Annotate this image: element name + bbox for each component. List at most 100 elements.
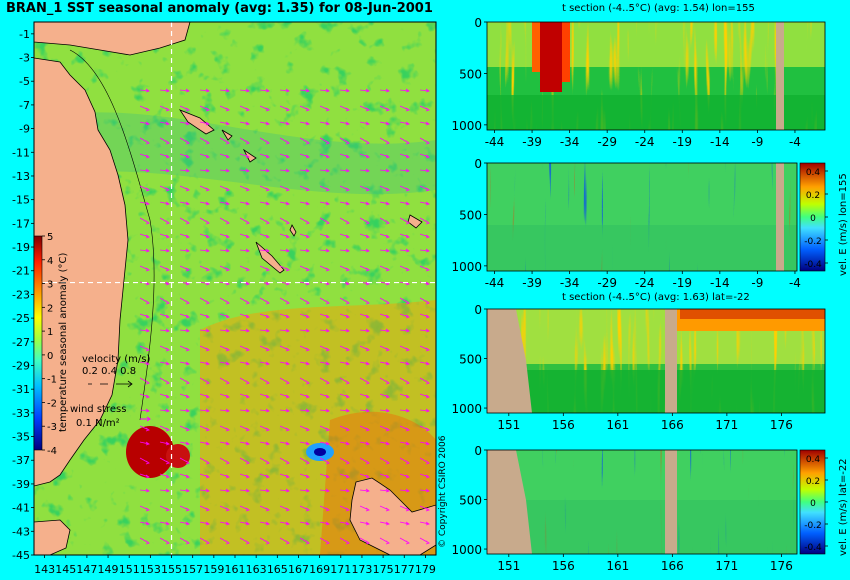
wind-vector — [399, 201, 410, 206]
wind-vector — [399, 345, 410, 352]
wind-vector — [339, 248, 350, 253]
wind-vector — [199, 265, 210, 272]
wind-vector — [399, 361, 410, 366]
wind-vector — [139, 168, 150, 173]
main-x-tick-label: 169 — [309, 563, 330, 576]
wind-vector — [419, 521, 430, 526]
wind-vector — [179, 537, 190, 545]
wind-vector — [219, 248, 230, 253]
section3-land-mask — [487, 309, 532, 413]
wind-vector — [279, 537, 290, 545]
wind-vector — [219, 361, 230, 366]
section4-x-tick-label: 176 — [770, 559, 793, 573]
wind-vector — [159, 473, 170, 479]
section2-colorbar-tick-label: 0.2 — [806, 191, 820, 201]
wind-vector — [139, 377, 150, 385]
main-y-tick-label: -19 — [12, 241, 30, 254]
section1-x-tick-label: -29 — [597, 135, 617, 149]
wind-vector — [279, 521, 290, 526]
wind-vector — [219, 328, 230, 333]
wind-vector — [379, 393, 390, 399]
wind-vector — [279, 137, 290, 145]
anomaly-colorbar-tick-label: 2 — [47, 303, 53, 314]
wind-vector — [359, 137, 370, 145]
main-y-tick-label: -1 — [19, 28, 30, 41]
section4-x-tick-label: 156 — [552, 559, 575, 573]
wind-vector — [199, 473, 210, 479]
wind-vector — [379, 153, 390, 159]
section1-y-tick-label: 500 — [459, 67, 482, 81]
wind-vector — [179, 408, 190, 413]
wind-vector — [199, 537, 210, 545]
wind-vector — [379, 488, 390, 493]
wind-vector — [359, 168, 370, 173]
wind-vector — [319, 88, 330, 93]
section3-x-tick-label: 156 — [552, 418, 575, 432]
wind-vector — [339, 345, 350, 352]
section4-colorbar-tick-label: 0 — [810, 499, 816, 509]
wind-vector — [319, 345, 330, 352]
wind-vector — [279, 217, 290, 225]
wind-legend-label: wind stress — [70, 404, 126, 415]
wind-vector — [159, 537, 170, 545]
main-y-tick-label: -39 — [12, 478, 30, 491]
wind-vector — [299, 505, 310, 512]
wind-vector — [399, 217, 410, 225]
wind-vector — [239, 168, 250, 173]
wind-vector — [259, 297, 270, 305]
wind-vector — [279, 345, 290, 352]
wind-vector — [179, 185, 190, 192]
wind-vector — [219, 168, 230, 173]
wind-vector — [239, 457, 250, 465]
section2-x-tick-label: -39 — [522, 276, 542, 290]
wind-vector — [379, 121, 390, 126]
main-y-tick-label: -31 — [12, 383, 30, 396]
wind-vector — [139, 201, 150, 206]
wind-vector — [279, 248, 290, 253]
wind-vector — [219, 425, 230, 432]
wind-vector — [419, 473, 430, 479]
wind-vector — [279, 121, 290, 126]
main-y-tick-label: -11 — [12, 146, 30, 159]
wind-vector — [199, 297, 210, 305]
wind-vector — [199, 233, 210, 239]
wind-vector — [359, 425, 370, 432]
wind-vector — [179, 521, 190, 526]
main-y-tick-label: -9 — [19, 123, 30, 136]
wind-vector — [219, 88, 230, 93]
wind-vector — [419, 505, 430, 512]
wind-vector — [239, 217, 250, 225]
wind-vector — [319, 361, 330, 366]
wind-vector — [199, 313, 210, 319]
section4-panel — [487, 450, 797, 554]
wind-vector — [219, 217, 230, 225]
wind-vector — [139, 185, 150, 192]
main-x-tick-label: 149 — [98, 563, 119, 576]
wind-vector — [219, 185, 230, 192]
wind-vector — [419, 201, 430, 206]
anomaly-colorbar-bar — [33, 235, 43, 451]
main-y-tick-label: -17 — [12, 217, 30, 230]
section3-y-tick-label: 0 — [474, 303, 482, 317]
wind-vector — [399, 168, 410, 173]
wind-vector — [339, 137, 350, 145]
wind-vector — [199, 361, 210, 366]
wind-vector — [399, 233, 410, 239]
wind-vector — [399, 88, 410, 93]
wind-vector — [379, 168, 390, 173]
wind-vector — [159, 328, 170, 333]
wind-vector — [359, 408, 370, 413]
wind-vector — [299, 345, 310, 352]
wind-vector — [179, 393, 190, 399]
wind-vector — [319, 185, 330, 192]
wind-vector — [399, 121, 410, 126]
wind-vector — [419, 328, 430, 333]
wind-vector — [339, 313, 350, 319]
wind-vector — [159, 377, 170, 385]
section1-x-tick-label: -24 — [635, 135, 655, 149]
main-x-axis: 143 145 147 149 151 153 155 157 159 161 163 165 167 1… — [34, 555, 436, 576]
section3-x-tick-label: 151 — [497, 418, 520, 432]
anomaly-colorbar-tick-label: 3 — [47, 280, 53, 291]
wind-vector — [239, 488, 250, 493]
wind-vector — [139, 313, 150, 319]
